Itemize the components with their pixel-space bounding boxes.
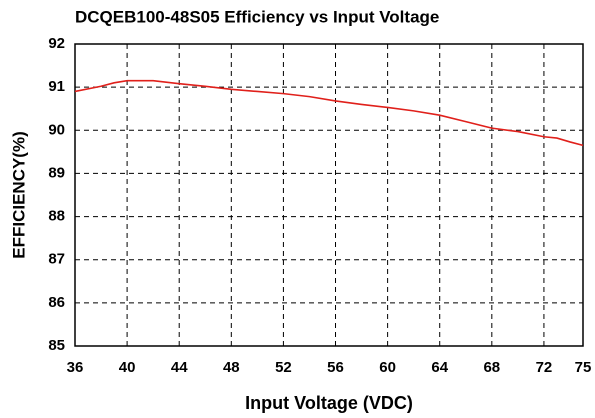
y-tick-label: 89: [48, 164, 65, 181]
x-tick-label: 48: [223, 359, 240, 376]
y-tick-label: 85: [48, 337, 65, 354]
data-line: [74, 79, 584, 147]
x-tick-label: 56: [327, 359, 344, 376]
x-tick-label: 72: [536, 359, 553, 376]
y-tick-label: 88: [48, 208, 65, 225]
x-tick-label: 52: [275, 359, 292, 376]
x-tick-label: 75: [575, 359, 592, 376]
y-tick-label: 87: [48, 251, 65, 268]
x-axis-label: Input Voltage (VDC): [245, 393, 413, 413]
x-tick-label: 36: [67, 359, 84, 376]
x-tick-label: 60: [379, 359, 396, 376]
x-tick-label: 68: [483, 359, 500, 376]
x-tick-label: 40: [119, 359, 136, 376]
x-tick-label: 44: [171, 359, 188, 376]
plot-frame: [74, 43, 584, 347]
x-tick-label: 64: [431, 359, 448, 376]
y-tick-label: 92: [48, 35, 65, 52]
y-tick-label: 86: [48, 294, 65, 311]
chart-title: DCQEB100-48S05 Efficiency vs Input Volta…: [75, 7, 439, 26]
y-axis-label: EFFICIENCY(%): [9, 131, 28, 259]
y-tick-label: 90: [48, 121, 65, 138]
y-tick-label: 91: [48, 78, 65, 95]
